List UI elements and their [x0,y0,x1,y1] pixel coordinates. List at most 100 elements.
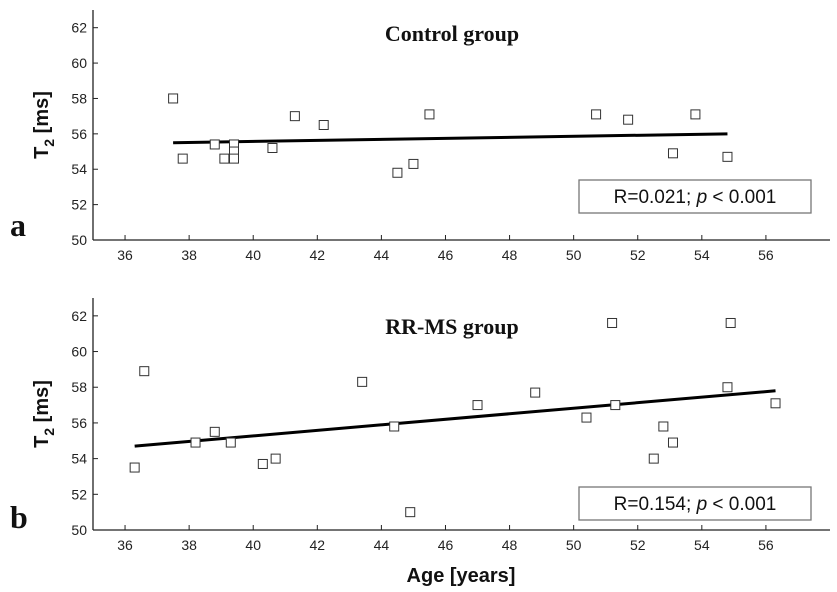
x-tick-label: 40 [245,537,261,553]
data-point [219,153,230,164]
x-tick-label: 52 [630,537,646,553]
data-point [168,93,179,104]
x-tick-label: 48 [502,537,518,553]
data-point [648,453,659,464]
y-tick-label: 60 [71,344,87,360]
stat-p-value: < 0.001 [707,187,776,208]
stat-annotation: R=0.154; p < 0.001 [578,486,812,521]
x-tick-label: 56 [758,537,774,553]
data-point [392,167,403,178]
data-point [209,426,220,437]
data-point [389,421,400,432]
data-point [405,507,416,518]
data-point [228,153,239,164]
data-point [129,462,140,473]
x-tick-label: 36 [117,537,133,553]
x-tick-label: 36 [117,247,133,263]
stat-r-value: R=0.021; [614,187,697,208]
y-tick-label: 62 [71,308,87,324]
data-point [408,158,419,169]
y-tick-label: 56 [71,126,87,142]
fit-lines [134,389,776,448]
stat-p-symbol: p [696,494,708,515]
y-axis-label-main: T [31,436,53,448]
chart-title: RR-MS group [385,314,518,339]
y-axis-label-subscript: 2 [41,428,57,436]
stat-annotation-text: R=0.154; p < 0.001 [614,494,777,515]
axes: 50 52 54 56 58 60 62 36 38 40 42 44 46 48 50 52 54 56 [71,298,830,553]
x-tick-label: 50 [566,537,582,553]
x-tick-label: 48 [502,247,518,263]
stat-p-symbol: p [696,187,708,208]
x-tick-label: 46 [438,537,454,553]
data-point [581,412,592,423]
axes: 50 52 54 56 58 60 62 36 38 40 42 44 46 48 50 52 54 56 [71,10,830,263]
x-tick-label: 42 [310,537,326,553]
data-point [725,317,736,328]
data-point [591,109,602,120]
x-tick-label: 40 [245,247,261,263]
data-point [357,376,368,387]
regression-line [173,132,728,145]
y-tick-label: 50 [71,232,87,248]
data-point [658,421,669,432]
data-point [289,111,300,122]
data-point [225,437,236,448]
stat-annotation-box [578,179,812,214]
y-tick-label: 56 [71,415,87,431]
x-tick-label: 54 [694,247,710,263]
panel-b: b T2 [ms] RR-MS group 50 52 54 56 58 60 62 36 38… [10,298,830,553]
y-tick-label: 62 [71,20,87,36]
data-point [770,398,781,409]
data-point [610,400,621,411]
data-point [722,382,733,393]
stat-p-value: < 0.001 [707,494,776,515]
y-tick-label: 54 [71,161,87,177]
x-tick-label: 52 [630,247,646,263]
stat-annotation: R=0.021; p < 0.001 [578,179,812,214]
x-tick-label: 44 [374,247,390,263]
regression-line [134,389,776,448]
x-axis-label: Age [years] [407,565,516,587]
x-tick-label: 46 [438,247,454,263]
x-tick-label: 38 [181,247,197,263]
data-point [722,151,733,162]
data-point [530,387,541,398]
x-tick-label: 38 [181,537,197,553]
y-axis-label-unit: [ms] [31,91,53,139]
x-tick-label: 44 [374,537,390,553]
stat-r-value: R=0.154; [614,494,697,515]
y-axis-label-unit: [ms] [31,380,53,428]
data-point [267,143,278,153]
y-tick-label: 60 [71,55,87,71]
y-tick-label: 52 [71,197,87,213]
y-tick-label: 58 [71,379,87,395]
data-point [472,400,483,411]
x-tick-label: 54 [694,537,710,553]
data-point [177,153,188,164]
data-point [190,437,201,448]
fit-lines [173,132,728,145]
stat-annotation-text: R=0.021; p < 0.001 [614,187,777,208]
y-tick-label: 54 [71,451,87,467]
data-point [270,453,281,464]
y-axis-label: T2 [ms] [31,380,57,448]
data-point [667,437,678,448]
data-point [257,458,268,469]
y-tick-label: 58 [71,90,87,106]
data-point [139,366,150,377]
stat-annotation-box [578,486,812,521]
data-point [209,139,220,150]
data-point [623,114,634,125]
x-tick-label: 42 [310,247,326,263]
y-axis-label-subscript: 2 [41,139,57,147]
data-point [424,109,435,120]
panel-label: a [10,207,26,243]
panel-a: a T2 [ms] Control group 50 52 54 56 58 60 62 36… [10,10,830,263]
y-axis-label-main: T [31,147,53,159]
data-point [318,120,329,130]
scatter-points [168,93,733,178]
x-tick-label: 50 [566,247,582,263]
chart-title: Control group [385,21,519,46]
